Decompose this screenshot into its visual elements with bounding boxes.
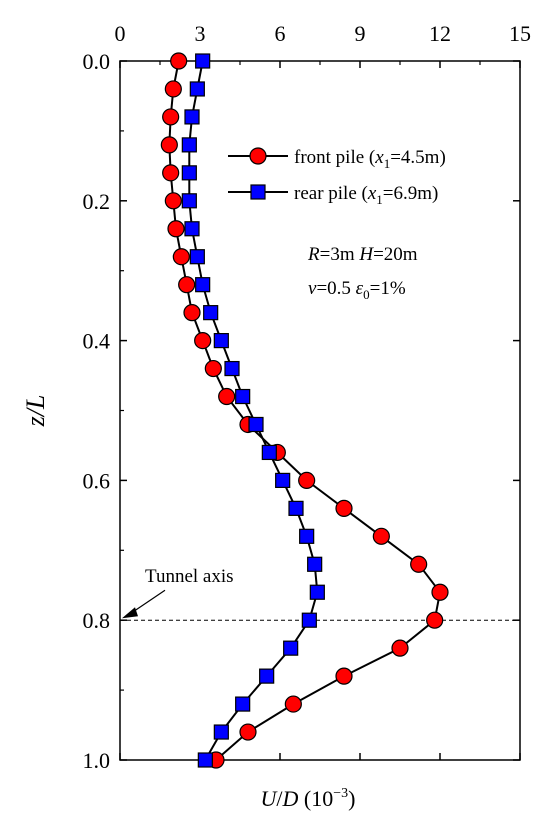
rear-pile-point xyxy=(235,696,251,712)
front-pile-point xyxy=(178,276,196,294)
front-pile-point xyxy=(194,332,212,350)
legend: front pile (x1=4.5m) rear pile (x1=6.9m) xyxy=(228,147,446,207)
front-pile-point xyxy=(167,220,185,238)
legend-label: rear pile (x1=6.9m) xyxy=(294,183,438,207)
front-pile-point xyxy=(410,555,428,573)
arrow-head xyxy=(122,607,138,619)
rear-pile-point xyxy=(189,81,205,97)
x-tick-label: 0 xyxy=(115,21,126,46)
front-pile-point xyxy=(162,108,180,126)
rear-pile-point xyxy=(275,472,291,488)
rear-pile-point xyxy=(181,165,197,181)
front-pile-point xyxy=(172,248,190,266)
rear-pile-point xyxy=(181,137,197,153)
x-tick-label: 15 xyxy=(509,21,531,46)
rear-pile-point xyxy=(195,53,211,69)
front-pile-point xyxy=(239,723,257,741)
front-pile-point xyxy=(335,499,353,517)
front-pile-point xyxy=(164,192,182,210)
rear-pile-point xyxy=(224,360,240,377)
rear-pile-point xyxy=(197,752,213,768)
rear-pile-point xyxy=(283,640,299,656)
rear-pile-point xyxy=(309,584,325,600)
tunnel-axis-label: Tunnel axis xyxy=(145,566,234,587)
front-pile-point xyxy=(218,387,236,406)
front-pile-point xyxy=(164,80,182,98)
x-tick-label: 6 xyxy=(275,21,286,46)
y-tick-label: 0.8 xyxy=(83,608,111,633)
front-pile-point xyxy=(391,639,409,657)
y-tick-label: 1.0 xyxy=(83,748,111,773)
tunnel-axis-annotation: Tunnel axis xyxy=(122,566,234,619)
front-pile-point xyxy=(335,667,353,685)
rear-pile-point xyxy=(184,221,200,237)
y-tick-label: 0.6 xyxy=(83,468,111,493)
legend-square-marker xyxy=(250,184,266,200)
y-tick-label: 0.2 xyxy=(83,189,111,214)
rear-pile-point xyxy=(213,333,229,349)
x-tick-label: 3 xyxy=(195,21,206,46)
rear-pile-point xyxy=(301,612,317,628)
rear-pile-point xyxy=(248,416,264,433)
rear-pile-point xyxy=(189,249,205,265)
rear-pile-point xyxy=(184,109,200,125)
x-axis-label: U/D (10−3) xyxy=(261,786,356,811)
rear-pile-point xyxy=(213,724,229,740)
parameter-line1: R=3m H=20m xyxy=(307,244,418,265)
front-pile-point xyxy=(183,304,201,322)
front-pile-point xyxy=(431,583,449,601)
rear-pile-point xyxy=(181,193,197,209)
series-group xyxy=(160,52,449,769)
rear-pile-point xyxy=(288,500,304,516)
parameters-text: R=3m H=20m v=0.5 ε0=1% xyxy=(307,244,418,302)
legend-label: front pile (x1=4.5m) xyxy=(294,147,446,171)
x-tick-label: 12 xyxy=(429,21,451,46)
rear-pile-point xyxy=(259,668,275,684)
legend-circle-marker xyxy=(249,147,267,165)
y-axis-label: z/L xyxy=(21,395,50,428)
front-pile-point xyxy=(426,611,444,629)
front-pile-point xyxy=(284,695,302,713)
front-pile-point xyxy=(170,52,188,70)
front-pile-point xyxy=(204,359,222,378)
rear-pile-point xyxy=(235,388,251,405)
y-tick-label: 0.4 xyxy=(83,329,111,354)
y-tick-label: 0.0 xyxy=(83,49,111,74)
rear-pile-point xyxy=(299,528,315,544)
tick-labels: 0 3 6 9 12 15 0.0 0.2 0.4 0.6 0.8 1.0 xyxy=(83,21,532,773)
front-pile-point xyxy=(372,527,390,545)
front-pile-point xyxy=(162,164,180,182)
rear-pile-point xyxy=(195,277,211,293)
rear-pile-point xyxy=(203,305,219,321)
x-tick-label: 9 xyxy=(355,21,366,46)
parameter-line2: v=0.5 ε0=1% xyxy=(308,278,406,302)
front-pile-point xyxy=(298,471,316,489)
front-pile-point xyxy=(160,136,178,154)
rear-pile-point xyxy=(307,556,323,572)
rear-pile-point xyxy=(261,444,277,461)
